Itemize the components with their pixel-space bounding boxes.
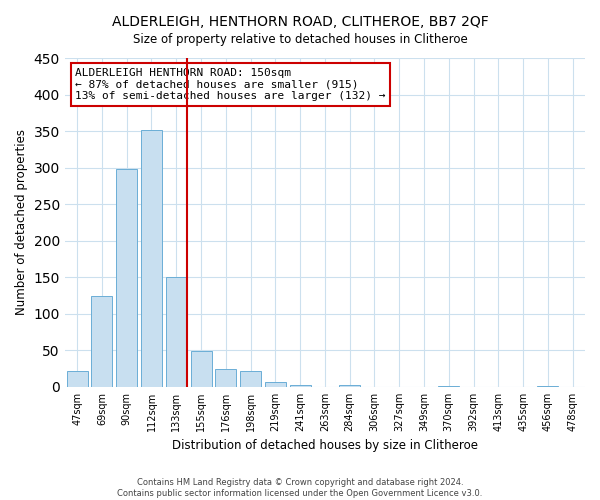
Bar bbox=[538, 386, 559, 387]
Bar bbox=[141, 130, 162, 387]
Bar bbox=[166, 276, 187, 387]
Bar bbox=[91, 296, 112, 387]
Bar bbox=[339, 386, 360, 387]
Bar bbox=[116, 169, 137, 387]
Text: Size of property relative to detached houses in Clitheroe: Size of property relative to detached ho… bbox=[133, 32, 467, 46]
Bar bbox=[215, 370, 236, 387]
Text: ALDERLEIGH, HENTHORN ROAD, CLITHEROE, BB7 2QF: ALDERLEIGH, HENTHORN ROAD, CLITHEROE, BB… bbox=[112, 15, 488, 29]
Bar bbox=[67, 371, 88, 387]
Text: Contains HM Land Registry data © Crown copyright and database right 2024.
Contai: Contains HM Land Registry data © Crown c… bbox=[118, 478, 482, 498]
Y-axis label: Number of detached properties: Number of detached properties bbox=[15, 130, 28, 316]
Text: ALDERLEIGH HENTHORN ROAD: 150sqm
← 87% of detached houses are smaller (915)
13% : ALDERLEIGH HENTHORN ROAD: 150sqm ← 87% o… bbox=[75, 68, 386, 101]
Bar bbox=[290, 386, 311, 387]
Bar bbox=[265, 382, 286, 387]
Bar bbox=[240, 371, 261, 387]
Bar bbox=[438, 386, 459, 387]
X-axis label: Distribution of detached houses by size in Clitheroe: Distribution of detached houses by size … bbox=[172, 440, 478, 452]
Bar bbox=[191, 351, 212, 387]
